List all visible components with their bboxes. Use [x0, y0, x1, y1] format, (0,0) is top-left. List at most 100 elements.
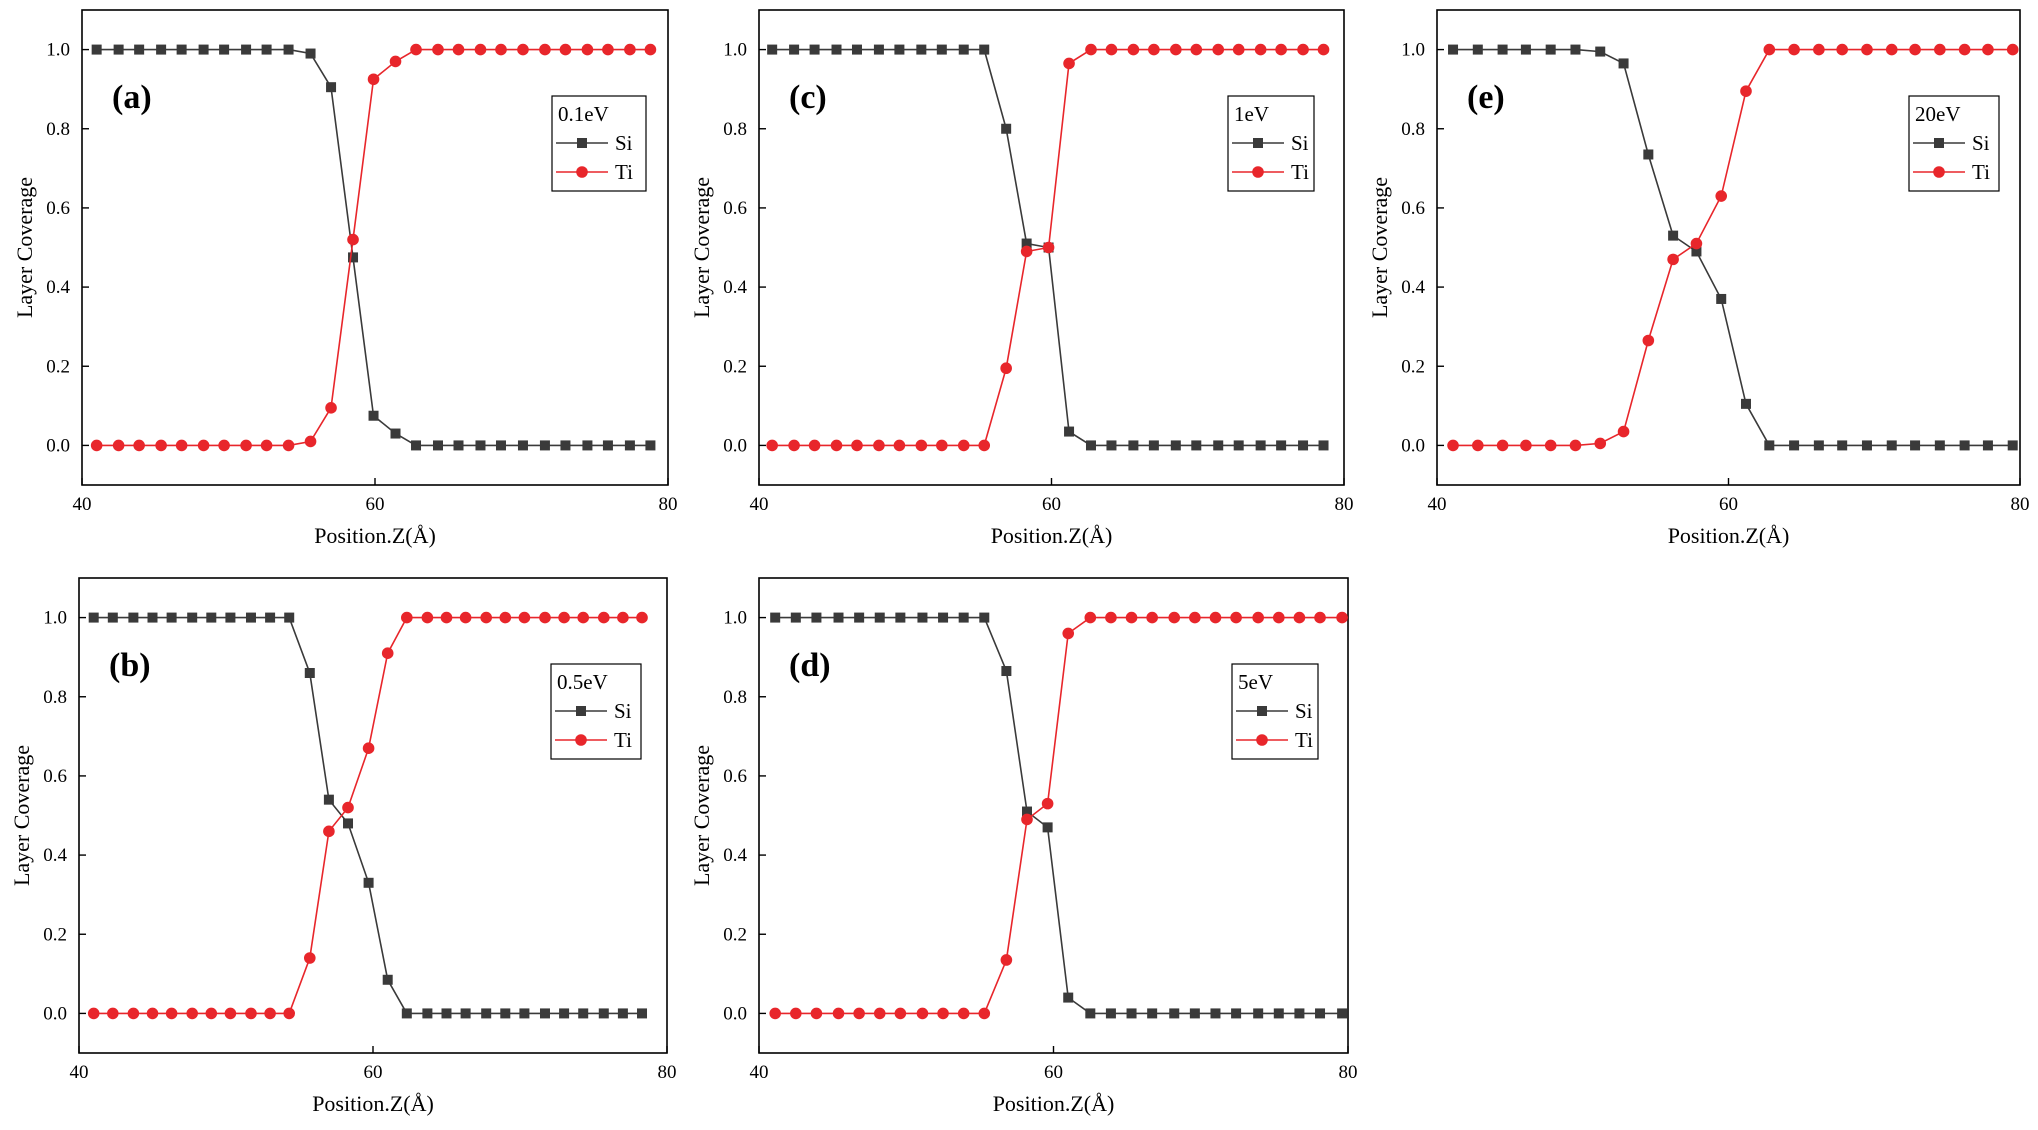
legend-marker-si [1934, 138, 1944, 148]
data-point-ti [517, 43, 529, 56]
y-tick-label: 0.4 [723, 845, 747, 866]
y-tick-label: 0.8 [43, 687, 67, 708]
data-point-si [617, 1008, 628, 1019]
data-point-ti [347, 233, 359, 246]
data-point-si [645, 440, 656, 451]
legend-marker-ti [576, 166, 588, 178]
data-point-si [517, 440, 528, 451]
data-point-ti [240, 439, 252, 452]
data-point-ti [1272, 611, 1285, 624]
x-tick-label: 60 [1719, 494, 1738, 515]
data-point-si [2007, 440, 2018, 451]
data-point-ti [1861, 43, 1873, 56]
data-point-si [1595, 46, 1606, 57]
data-point-ti [810, 1007, 823, 1020]
y-tick-label: 1.0 [43, 608, 67, 629]
legend-marker-si [1253, 138, 1263, 148]
data-point-si [1837, 440, 1848, 451]
data-point-ti [452, 43, 465, 56]
chart-panel-a: 0.0 0.2 0.4 0.6 0.8 1.0 40 60 80 Position.Z(Å) Lay… [12, 9, 678, 548]
data-point-si [198, 44, 209, 55]
legend-label-ti: Ti [614, 728, 632, 752]
data-point-ti [1252, 611, 1264, 624]
data-point-ti [577, 611, 590, 624]
data-point-ti [1212, 43, 1225, 56]
data-point-ti [432, 43, 444, 56]
chart-panel-e: 0.0 0.2 0.4 0.6 0.8 1.0 40 60 80 Position.Z(Å) Lay… [1367, 9, 2030, 548]
data-point-si [958, 44, 969, 55]
data-point-si [539, 440, 550, 451]
data-point-ti [893, 439, 906, 452]
data-point-si [1545, 44, 1556, 55]
data-point-si [624, 440, 635, 451]
y-tick-label: 1.0 [1401, 40, 1425, 61]
y-tick-label: 0.8 [46, 119, 70, 140]
data-point-si [1253, 1008, 1264, 1019]
data-point-si [1085, 440, 1096, 451]
data-point-si [1191, 440, 1202, 451]
x-axis-title: Position.Z(Å) [993, 1091, 1115, 1116]
data-point-si [305, 48, 316, 59]
data-point-si [460, 1008, 471, 1019]
x-axis-title: Position.Z(Å) [1668, 523, 1790, 548]
data-point-ti [342, 801, 354, 814]
data-point-si [539, 1008, 550, 1019]
data-point-ti [197, 439, 210, 452]
data-point-si [1294, 1008, 1305, 1019]
chart-panel-d: 0.0 0.2 0.4 0.6 0.8 1.0 40 60 80 Position.Z(Å) Lay… [689, 577, 1358, 1116]
data-point-si [1813, 440, 1824, 451]
data-point-si [166, 612, 177, 623]
y-axis-title: Layer Coverage [689, 745, 714, 886]
data-point-si [1255, 440, 1266, 451]
data-point-si [1934, 440, 1945, 451]
data-point-si [326, 82, 337, 93]
x-tick-label: 40 [750, 494, 769, 515]
x-axis-title: Position.Z(Å) [314, 523, 436, 548]
data-point-ti [1667, 253, 1679, 266]
data-point-ti [1000, 362, 1012, 375]
data-point-ti [1168, 611, 1181, 624]
data-point-si [368, 410, 379, 421]
data-point-ti [303, 952, 316, 964]
data-point-ti [597, 611, 610, 624]
data-point-si [894, 44, 905, 55]
data-point-ti [1125, 611, 1138, 624]
data-point-ti [790, 1007, 802, 1020]
data-point-si [1148, 440, 1159, 451]
y-tick-label: 0.6 [46, 198, 70, 219]
data-point-si [411, 440, 422, 451]
data-point-ti [1232, 43, 1245, 56]
y-tick-label: 0.8 [723, 119, 747, 140]
data-point-ti [957, 1007, 970, 1020]
data-point-si [916, 44, 927, 55]
y-axis-title: Layer Coverage [1367, 177, 1392, 318]
data-point-ti [264, 1007, 276, 1020]
data-point-ti [853, 1007, 865, 1020]
data-point-ti [1042, 241, 1055, 254]
chart-panel-b: 0.0 0.2 0.4 0.6 0.8 1.0 40 60 80 Position.Z(Å) Lay… [9, 577, 677, 1116]
legend: 5eV Si Ti [1231, 663, 1319, 760]
data-point-ti [146, 1007, 159, 1020]
data-point-ti [112, 439, 125, 452]
data-point-ti [224, 1007, 237, 1020]
data-point-ti [1275, 43, 1287, 56]
data-point-si [602, 440, 613, 451]
data-point-ti [559, 43, 572, 56]
legend-marker-ti [1252, 166, 1264, 178]
data-point-ti [894, 1007, 907, 1020]
data-point-si [1147, 1008, 1158, 1019]
data-point-ti [957, 439, 970, 452]
y-tick-label: 0.0 [1401, 435, 1425, 456]
legend-marker-ti [1933, 166, 1945, 178]
data-point-ti [1189, 611, 1201, 624]
data-point-si [854, 612, 865, 623]
data-point-ti [1170, 43, 1182, 56]
y-tick-label: 0.0 [723, 1003, 747, 1024]
data-point-ti [282, 439, 295, 452]
y-tick-label: 0.6 [1401, 198, 1425, 219]
data-point-si [261, 44, 272, 55]
y-tick-label: 0.4 [1401, 277, 1425, 298]
data-point-ti [1062, 627, 1075, 640]
data-point-ti [1934, 43, 1946, 56]
